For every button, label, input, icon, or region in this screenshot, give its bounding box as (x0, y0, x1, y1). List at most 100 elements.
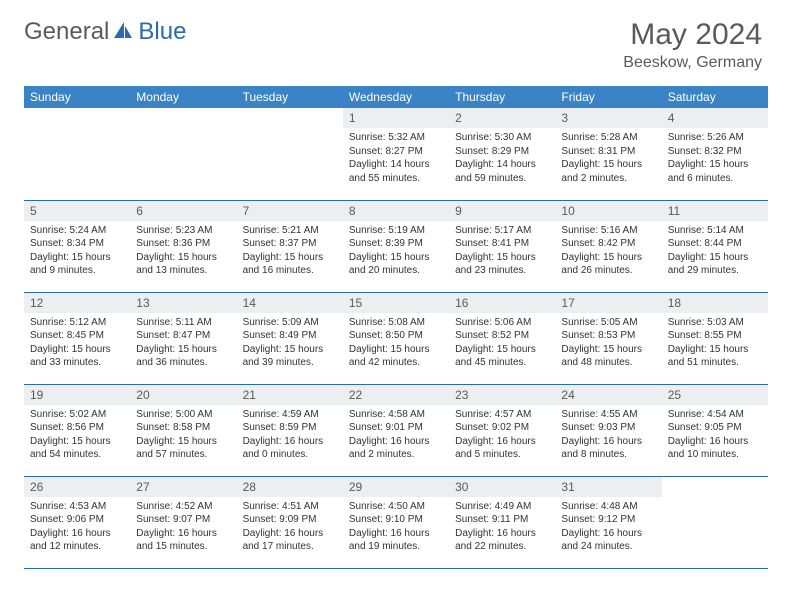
sunset-line: Sunset: 8:39 PM (349, 237, 443, 251)
calendar-row: 26Sunrise: 4:53 AMSunset: 9:06 PMDayligh… (24, 476, 768, 568)
sunrise-line: Sunrise: 5:23 AM (136, 224, 230, 238)
day-body: Sunrise: 5:26 AMSunset: 8:32 PMDaylight:… (662, 128, 768, 189)
day-number: 6 (130, 201, 236, 221)
calendar-cell: 18Sunrise: 5:03 AMSunset: 8:55 PMDayligh… (662, 292, 768, 384)
sunrise-line: Sunrise: 5:09 AM (243, 316, 337, 330)
daylight-line: Daylight: 15 hours and 48 minutes. (561, 343, 655, 370)
sunrise-line: Sunrise: 5:05 AM (561, 316, 655, 330)
day-body: Sunrise: 4:53 AMSunset: 9:06 PMDaylight:… (24, 497, 130, 558)
calendar-table: SundayMondayTuesdayWednesdayThursdayFrid… (24, 86, 768, 569)
sunset-line: Sunset: 8:58 PM (136, 421, 230, 435)
calendar-cell: 20Sunrise: 5:00 AMSunset: 8:58 PMDayligh… (130, 384, 236, 476)
sunset-line: Sunset: 8:59 PM (243, 421, 337, 435)
day-body: Sunrise: 4:57 AMSunset: 9:02 PMDaylight:… (449, 405, 555, 466)
daylight-line: Daylight: 14 hours and 59 minutes. (455, 158, 549, 185)
day-number: 15 (343, 293, 449, 313)
day-body: Sunrise: 4:59 AMSunset: 8:59 PMDaylight:… (237, 405, 343, 466)
day-number: 30 (449, 477, 555, 497)
day-number: 29 (343, 477, 449, 497)
sunset-line: Sunset: 9:07 PM (136, 513, 230, 527)
daylight-line: Daylight: 15 hours and 54 minutes. (30, 435, 124, 462)
day-body: Sunrise: 4:50 AMSunset: 9:10 PMDaylight:… (343, 497, 449, 558)
day-body: Sunrise: 5:12 AMSunset: 8:45 PMDaylight:… (24, 313, 130, 374)
sunset-line: Sunset: 8:32 PM (668, 145, 762, 159)
daylight-line: Daylight: 15 hours and 6 minutes. (668, 158, 762, 185)
calendar-cell: 13Sunrise: 5:11 AMSunset: 8:47 PMDayligh… (130, 292, 236, 384)
sunrise-line: Sunrise: 5:30 AM (455, 131, 549, 145)
sunrise-line: Sunrise: 5:06 AM (455, 316, 549, 330)
calendar-cell: 12Sunrise: 5:12 AMSunset: 8:45 PMDayligh… (24, 292, 130, 384)
calendar-cell: 19Sunrise: 5:02 AMSunset: 8:56 PMDayligh… (24, 384, 130, 476)
day-number: 7 (237, 201, 343, 221)
daylight-line: Daylight: 16 hours and 22 minutes. (455, 527, 549, 554)
sunset-line: Sunset: 8:44 PM (668, 237, 762, 251)
sunrise-line: Sunrise: 4:55 AM (561, 408, 655, 422)
sunrise-line: Sunrise: 5:24 AM (30, 224, 124, 238)
weekday-header: Saturday (662, 86, 768, 108)
sunset-line: Sunset: 8:27 PM (349, 145, 443, 159)
calendar-cell: 6Sunrise: 5:23 AMSunset: 8:36 PMDaylight… (130, 200, 236, 292)
sunset-line: Sunset: 8:53 PM (561, 329, 655, 343)
day-number: 16 (449, 293, 555, 313)
calendar-cell: 15Sunrise: 5:08 AMSunset: 8:50 PMDayligh… (343, 292, 449, 384)
sunrise-line: Sunrise: 5:02 AM (30, 408, 124, 422)
sunrise-line: Sunrise: 4:58 AM (349, 408, 443, 422)
daylight-line: Daylight: 16 hours and 15 minutes. (136, 527, 230, 554)
daylight-line: Daylight: 16 hours and 0 minutes. (243, 435, 337, 462)
sunset-line: Sunset: 8:52 PM (455, 329, 549, 343)
day-number: 4 (662, 108, 768, 128)
calendar-cell (662, 476, 768, 568)
sunset-line: Sunset: 9:10 PM (349, 513, 443, 527)
day-number: 23 (449, 385, 555, 405)
daylight-line: Daylight: 15 hours and 42 minutes. (349, 343, 443, 370)
calendar-cell: 4Sunrise: 5:26 AMSunset: 8:32 PMDaylight… (662, 108, 768, 200)
logo-text-general: General (24, 18, 109, 46)
day-body: Sunrise: 4:48 AMSunset: 9:12 PMDaylight:… (555, 497, 661, 558)
daylight-line: Daylight: 15 hours and 51 minutes. (668, 343, 762, 370)
daylight-line: Daylight: 16 hours and 5 minutes. (455, 435, 549, 462)
daylight-line: Daylight: 15 hours and 13 minutes. (136, 251, 230, 278)
day-number: 22 (343, 385, 449, 405)
sunrise-line: Sunrise: 4:49 AM (455, 500, 549, 514)
location: Beeskow, Germany (623, 54, 762, 72)
day-number: 2 (449, 108, 555, 128)
day-number: 31 (555, 477, 661, 497)
weekday-header: Tuesday (237, 86, 343, 108)
calendar-cell: 14Sunrise: 5:09 AMSunset: 8:49 PMDayligh… (237, 292, 343, 384)
daylight-line: Daylight: 15 hours and 26 minutes. (561, 251, 655, 278)
sail-icon (112, 20, 134, 45)
sunrise-line: Sunrise: 5:08 AM (349, 316, 443, 330)
weekday-header: Monday (130, 86, 236, 108)
sunset-line: Sunset: 9:02 PM (455, 421, 549, 435)
weekday-header: Thursday (449, 86, 555, 108)
calendar-row: 12Sunrise: 5:12 AMSunset: 8:45 PMDayligh… (24, 292, 768, 384)
day-body: Sunrise: 4:51 AMSunset: 9:09 PMDaylight:… (237, 497, 343, 558)
weekday-header: Friday (555, 86, 661, 108)
sunrise-line: Sunrise: 4:59 AM (243, 408, 337, 422)
calendar-cell: 30 Sunrise: 4:49 AMSunset: 9:11 PMDayligh… (449, 476, 555, 568)
sunset-line: Sunset: 8:49 PM (243, 329, 337, 343)
day-number: 27 (130, 477, 236, 497)
weekday-header: Wednesday (343, 86, 449, 108)
calendar-cell: 11Sunrise: 5:14 AMSunset: 8:44 PMDayligh… (662, 200, 768, 292)
daylight-line: Daylight: 16 hours and 19 minutes. (349, 527, 443, 554)
daylight-line: Daylight: 16 hours and 24 minutes. (561, 527, 655, 554)
sunrise-line: Sunrise: 4:54 AM (668, 408, 762, 422)
day-number: 13 (130, 293, 236, 313)
calendar-row: 1Sunrise: 5:32 AMSunset: 8:27 PMDaylight… (24, 108, 768, 200)
sunrise-line: Sunrise: 4:50 AM (349, 500, 443, 514)
sunset-line: Sunset: 9:11 PM (455, 513, 549, 527)
day-body: Sunrise: 5:02 AMSunset: 8:56 PMDaylight:… (24, 405, 130, 466)
daylight-line: Daylight: 16 hours and 17 minutes. (243, 527, 337, 554)
day-number: 24 (555, 385, 661, 405)
day-body: Sunrise: 5:32 AMSunset: 8:27 PMDaylight:… (343, 128, 449, 189)
sunset-line: Sunset: 8:45 PM (30, 329, 124, 343)
sunset-line: Sunset: 8:56 PM (30, 421, 124, 435)
sunrise-line: Sunrise: 5:12 AM (30, 316, 124, 330)
sunset-line: Sunset: 8:29 PM (455, 145, 549, 159)
header: General Blue May 2024 Beeskow, Germany (0, 0, 792, 80)
daylight-line: Daylight: 15 hours and 33 minutes. (30, 343, 124, 370)
sunrise-line: Sunrise: 5:26 AM (668, 131, 762, 145)
weekday-header: Sunday (24, 86, 130, 108)
daylight-line: Daylight: 15 hours and 2 minutes. (561, 158, 655, 185)
